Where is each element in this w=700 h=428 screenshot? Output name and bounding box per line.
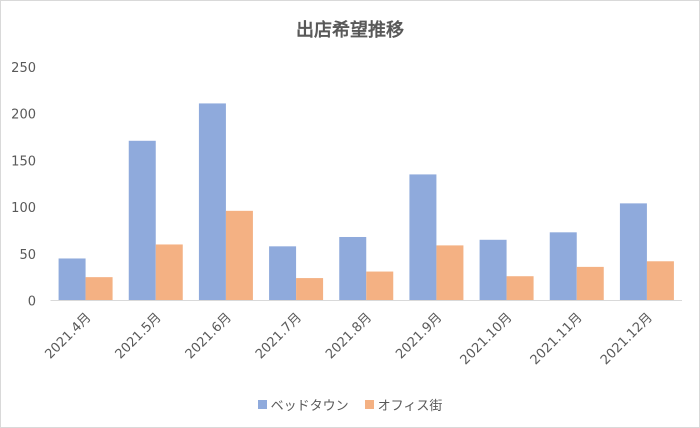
bar-office (225, 210, 253, 301)
x-tick-label: 2021.12月 (598, 310, 656, 368)
bar-office (646, 261, 674, 301)
bar-bedtown (58, 258, 86, 301)
legend: ベッドタウン オフィス街 (0, 395, 700, 414)
bar-office (506, 276, 534, 301)
bar-office (576, 266, 604, 301)
y-tick-label: 0 (28, 295, 36, 310)
y-tick-label: 250 (11, 61, 36, 76)
bar-bedtown (339, 236, 367, 301)
legend-label: オフィス街 (377, 399, 443, 414)
bar-bedtown (128, 140, 156, 301)
chart-title: 出店希望推移 (296, 20, 404, 41)
bar-bedtown (479, 239, 507, 301)
bar-office (296, 278, 324, 301)
bar-bedtown (198, 103, 226, 301)
legend-swatch (257, 400, 267, 409)
x-tick-label: 2021.7月 (253, 310, 305, 362)
legend-swatch (364, 400, 374, 409)
bar-bedtown (269, 246, 297, 301)
x-tick-label: 2021.5月 (113, 310, 165, 362)
y-tick-label: 200 (11, 108, 36, 123)
y-tick-label: 50 (19, 248, 36, 263)
y-tick-label: 150 (11, 154, 36, 169)
legend-item: オフィス街 (364, 395, 443, 414)
legend-label: ベッドタウン (270, 399, 349, 414)
bar-office (436, 245, 464, 301)
x-tick-label: 2021.6月 (183, 310, 235, 362)
x-tick-label: 2021.9月 (393, 310, 445, 362)
bar-bedtown (619, 203, 647, 301)
x-tick-label: 2021.11月 (528, 310, 586, 368)
legend-item: ベッドタウン (257, 395, 349, 414)
x-tick-label: 2021.10月 (458, 310, 516, 368)
bar-office (85, 277, 113, 301)
bar-office (155, 244, 183, 301)
x-tick-label: 2021.8月 (323, 310, 375, 362)
bar-bedtown (549, 232, 577, 301)
bar-bedtown (409, 174, 437, 301)
y-tick-label: 100 (11, 201, 36, 216)
bar-office (366, 271, 394, 301)
x-tick-label: 2021.4月 (42, 310, 94, 362)
